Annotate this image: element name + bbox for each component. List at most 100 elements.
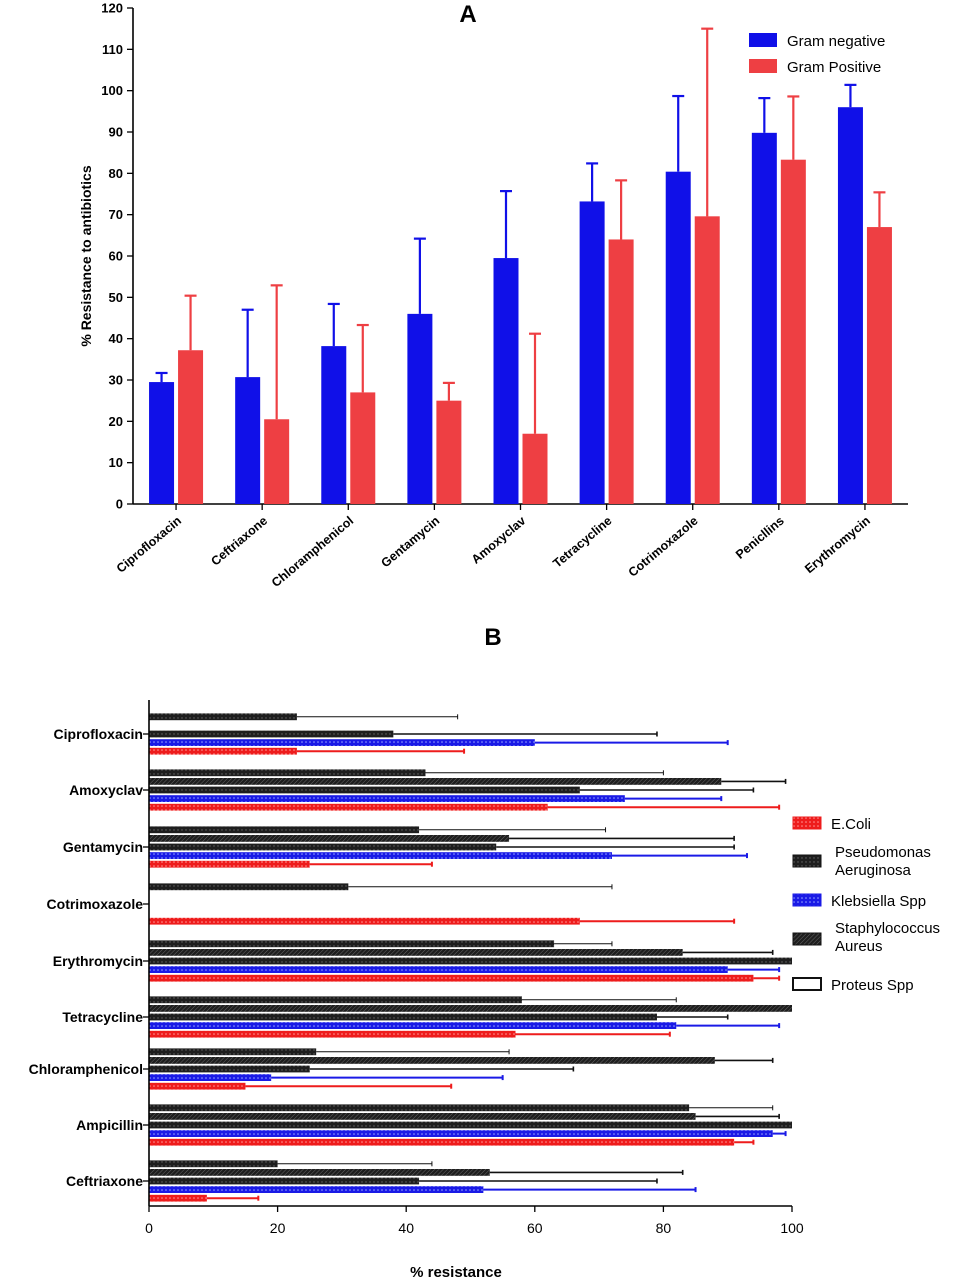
chart-a-y-tick-label: 70 (109, 207, 123, 222)
bar-pseudomonas-aeruginosa-ciprofloxacin (149, 713, 297, 721)
chart-a-category-label-tetracycline: Tetracycline (550, 514, 614, 571)
bar-proteus-spp-ciprofloxacin (149, 730, 394, 738)
chart-a-title: A (459, 1, 476, 28)
legend-swatch-gram-positive (749, 59, 777, 73)
chart-a-category-label-amoxyclav: Amoxyclav (469, 514, 529, 567)
bar-staphylococcus-aureus-chloramphenicol (149, 1057, 715, 1064)
chart-a-y-tick-label: 10 (109, 455, 123, 470)
chart-a-y-tick-label: 20 (109, 414, 123, 429)
legend-label-proteus: Proteus Spp (831, 977, 914, 994)
bar-proteus-spp-gentamycin (149, 843, 497, 851)
bar-proteus-spp-erythromycin (149, 957, 792, 965)
bar-proteus-spp-tetracycline (149, 1013, 657, 1021)
legend-swatch-staphylococcus (792, 932, 822, 946)
bar-staphylococcus-aureus-tetracycline (149, 1005, 792, 1012)
bar-e-coli-ciprofloxacin (149, 747, 297, 755)
bar-pseudomonas-aeruginosa-tetracycline (149, 996, 522, 1004)
chart-a-y-tick-label: 60 (109, 249, 123, 264)
bar-pseudomonas-aeruginosa-erythromycin (149, 940, 555, 948)
bar-gram-positive-chloramphenicol (350, 392, 376, 504)
chart-b-tick-labels: 0 20 40 60 80 100 (145, 1220, 804, 1236)
bar-gram-positive-penicllins (780, 159, 806, 504)
bar-proteus-spp-ampicillin (149, 1121, 792, 1129)
bar-gram-negative-gentamycin (407, 313, 433, 504)
bar-gram-positive-ceftriaxone (264, 419, 290, 504)
chart-a-category-label-penicllins: Penicllins (733, 514, 787, 562)
chart-b-category-label-tetracycline: Tetracycline (62, 1009, 143, 1025)
chart-a-y-tick-label: 40 (109, 331, 123, 346)
bar-gram-negative-cotrimoxazole (665, 171, 691, 504)
bar-e-coli-ampicillin (149, 1138, 735, 1146)
bar-staphylococcus-aureus-ceftriaxone (149, 1169, 490, 1176)
chart-b-category-label-ciprofloxacin: Ciprofloxacin (54, 726, 143, 742)
bar-staphylococcus-aureus-amoxyclav (149, 778, 722, 785)
legend-label-gram-positive: Gram Positive (787, 59, 881, 76)
bar-e-coli-chloramphenicol (149, 1082, 246, 1090)
bar-e-coli-gentamycin (149, 860, 310, 868)
chart-a-category-label-ceftriaxone: Ceftriaxone (208, 514, 270, 569)
chart-b-category-label-erythromycin: Erythromycin (53, 953, 143, 969)
chart-a-y-tick-label: 120 (101, 1, 123, 16)
bar-proteus-spp-chloramphenicol (149, 1065, 310, 1073)
legend-label-staphylococcus-line2: Aureus (835, 938, 883, 955)
chart-a-y-tick-label: 50 (109, 290, 123, 305)
chart-a-category-label-cotrimoxazole: Cotrimoxazole (626, 514, 701, 580)
bar-klebsiella-spp-ampicillin (149, 1130, 773, 1137)
bar-pseudomonas-aeruginosa-amoxyclav (149, 769, 426, 777)
chart-b-x-tick-label: 60 (527, 1220, 543, 1236)
chart-a-y-tick-label: 0 (116, 497, 123, 512)
chart-b-x-tick-label: 20 (270, 1220, 286, 1236)
chart-a-category-label-gentamycin: Gentamycin (378, 514, 442, 571)
chart-a-legend: Gram negative Gram Positive (749, 33, 885, 76)
bar-pseudomonas-aeruginosa-ampicillin (149, 1104, 690, 1112)
chart-a-y-tick-label: 110 (102, 42, 123, 57)
chart-b-axes (143, 700, 793, 1212)
bar-gram-negative-erythromycin (837, 107, 863, 504)
legend-label-staphylococcus-line1: Staphylococcus (835, 920, 940, 937)
bar-proteus-spp-ceftriaxone (149, 1177, 420, 1185)
bar-gram-positive-cotrimoxazole (694, 216, 720, 504)
bar-e-coli-cotrimoxazole (149, 917, 580, 925)
chart-a-tick-labels: 0 10 20 30 40 50 60 70 80 90 100 110 120 (101, 1, 123, 512)
chart-a-y-axis-title: % Resistance to antibiotics (78, 165, 94, 346)
bar-gram-negative-ciprofloxacin (149, 382, 175, 504)
bar-e-coli-tetracycline (149, 1030, 516, 1038)
bar-klebsiella-spp-ciprofloxacin (149, 739, 535, 746)
bar-gram-positive-erythromycin (866, 227, 892, 505)
bar-gram-negative-tetracycline (579, 201, 605, 504)
chart-b-category-label-cotrimoxazole: Cotrimoxazole (47, 896, 144, 912)
bar-klebsiella-spp-amoxyclav (149, 795, 625, 802)
bar-staphylococcus-aureus-gentamycin (149, 835, 510, 842)
bar-pseudomonas-aeruginosa-cotrimoxazole (149, 883, 349, 891)
chart-a: A 0 10 20 30 40 50 60 70 80 90 100 110 120 Ciproflox… (78, 1, 908, 590)
legend-swatch-pseudomonas (792, 854, 822, 868)
legend-label-e-coli: E.Coli (831, 816, 871, 833)
bar-gram-negative-penicllins (751, 132, 777, 504)
bar-klebsiella-spp-chloramphenicol (149, 1074, 272, 1081)
chart-b-legend: E.Coli Pseudomonas Aeruginosa Klebsiella… (792, 816, 940, 994)
bar-gram-negative-ceftriaxone (235, 377, 261, 504)
chart-a-y-tick-label: 80 (109, 166, 123, 181)
legend-swatch-e-coli (792, 816, 822, 830)
chart-a-bars (149, 107, 892, 505)
chart-b-x-tick-label: 0 (145, 1220, 153, 1236)
legend-swatch-proteus (792, 977, 822, 991)
bar-gram-negative-chloramphenicol (321, 346, 347, 504)
bar-klebsiella-spp-ceftriaxone (149, 1186, 484, 1193)
chart-b-category-label-ceftriaxone: Ceftriaxone (66, 1173, 143, 1189)
chart-a-y-tick-label: 30 (109, 373, 123, 388)
legend-label-gram-negative: Gram negative (787, 33, 885, 50)
bar-staphylococcus-aureus-erythromycin (149, 949, 683, 956)
chart-b-x-tick-label: 100 (780, 1220, 804, 1236)
bar-gram-positive-tetracycline (608, 239, 634, 504)
legend-label-pseudomonas-line1: Pseudomonas (835, 844, 931, 861)
legend-label-klebsiella: Klebsiella Spp (831, 893, 926, 910)
chart-b-category-label-amoxyclav: Amoxyclav (69, 782, 143, 798)
chart-b: B 0 20 40 60 80 100 Ciprofloxacin Amoxyclav Gen… (29, 624, 940, 1280)
chart-a-y-tick-label: 100 (101, 83, 123, 98)
bar-staphylococcus-aureus-ampicillin (149, 1113, 696, 1120)
bar-klebsiella-spp-tetracycline (149, 1022, 677, 1029)
chart-b-category-labels: Ciprofloxacin Amoxyclav Gentamycin Cotrimox… (29, 726, 144, 1189)
bar-proteus-spp-amoxyclav (149, 786, 580, 794)
